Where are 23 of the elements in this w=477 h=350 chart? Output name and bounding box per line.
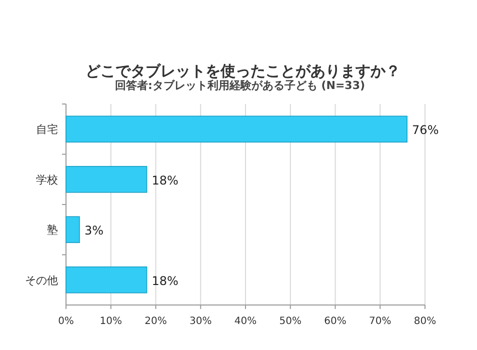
y-tick-label: 塾 [47, 224, 58, 237]
x-tick-label: 80% [414, 316, 436, 327]
y-tick-label: その他 [25, 274, 58, 287]
data-label: 18% [152, 173, 178, 188]
y-tick-label: 自宅 [36, 123, 58, 136]
y-tick-label: 学校 [36, 173, 58, 186]
x-tick-label: 0% [58, 316, 74, 327]
data-label: 3% [84, 224, 104, 238]
x-tick-label: 30% [190, 316, 212, 327]
bar [66, 266, 148, 294]
x-tick-label: 40% [234, 316, 257, 327]
bar [66, 116, 408, 143]
chart-title: どこでタブレットを使ったことがありますか？ [86, 62, 400, 80]
x-tick-label: 70% [369, 316, 392, 327]
chart-subtitle: 回答者:タブレット利用経験がある子ども (N=33) [114, 79, 366, 92]
bar [66, 216, 80, 244]
data-label: 76% [412, 123, 439, 138]
bar [66, 166, 148, 193]
x-tick-label: 20% [144, 316, 167, 327]
data-label: 18% [152, 274, 178, 288]
x-tick-label: 60% [324, 316, 346, 327]
x-tick-label: 10% [100, 316, 122, 327]
x-tick-label: 50% [279, 316, 302, 327]
